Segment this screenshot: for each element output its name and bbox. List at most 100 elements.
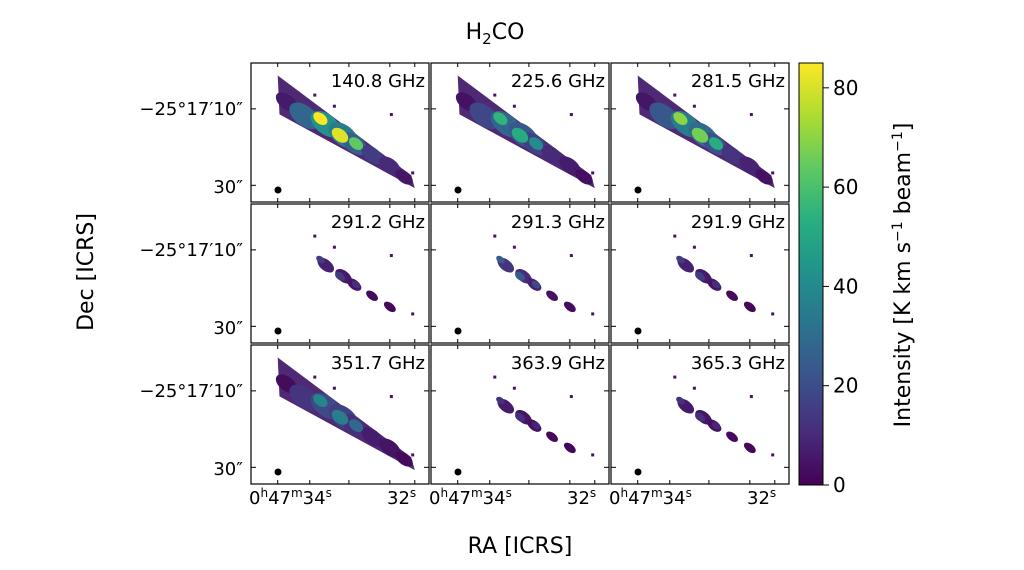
emission-peak bbox=[493, 112, 508, 126]
panel-frame bbox=[610, 344, 790, 485]
map-panel bbox=[313, 234, 415, 316]
emission-speck bbox=[591, 312, 595, 316]
emission-peak bbox=[511, 127, 529, 143]
emission-blob bbox=[563, 301, 576, 313]
emission-speck bbox=[389, 254, 393, 258]
panel-frame bbox=[430, 62, 610, 203]
emission-blob bbox=[379, 438, 401, 458]
emission-blob bbox=[559, 156, 581, 176]
emission-peak bbox=[708, 137, 724, 151]
panel-frequency-label: 291.9 GHz bbox=[691, 212, 785, 233]
colorbar: 0 20 40 60 80 Intensity [K km s−1 beam−1] bbox=[798, 62, 916, 497]
x-axis-label: RA [ICRS] bbox=[468, 534, 573, 559]
panel-frame bbox=[430, 344, 610, 485]
emission-peak bbox=[515, 271, 525, 281]
x-tick-label: 0h47m34s bbox=[429, 486, 512, 509]
emission-peak bbox=[351, 280, 361, 289]
emission-speck bbox=[771, 171, 775, 175]
map-panel bbox=[455, 75, 595, 189]
emission-speck bbox=[512, 104, 516, 108]
colorbar-tick-label: 20 bbox=[833, 374, 858, 398]
y-axis-label: Dec [ICRS] bbox=[74, 213, 99, 331]
emission-blob bbox=[743, 442, 756, 454]
colorbar-tick-label: 40 bbox=[833, 274, 858, 298]
emission-blob bbox=[366, 290, 378, 301]
emission-speck bbox=[389, 395, 393, 399]
beam-marker bbox=[454, 468, 462, 476]
emission-speck bbox=[313, 375, 317, 379]
map-panel bbox=[493, 234, 595, 316]
emission-blob bbox=[739, 156, 761, 176]
emission-blob bbox=[563, 442, 576, 454]
map-panel bbox=[673, 375, 775, 457]
panel-frame bbox=[250, 344, 430, 485]
beam-marker bbox=[454, 327, 462, 335]
emission-speck bbox=[313, 93, 317, 97]
emission-peak bbox=[331, 127, 349, 143]
panel-frequency-label: 365.3 GHz bbox=[691, 353, 785, 374]
emission-peak bbox=[335, 271, 345, 281]
y-tick-label: −25°17′10″ bbox=[139, 99, 243, 120]
map-panel bbox=[673, 234, 775, 316]
panel-frame bbox=[250, 62, 430, 203]
emission-blob bbox=[541, 145, 563, 165]
emission-blob bbox=[575, 169, 593, 185]
emission-speck bbox=[569, 395, 573, 399]
emission-speck bbox=[692, 386, 696, 390]
emission-peak bbox=[348, 419, 364, 433]
emission-speck bbox=[569, 113, 573, 117]
colorbar-label: Intensity [K km s−1 beam−1] bbox=[890, 123, 916, 428]
emission-speck bbox=[591, 453, 595, 457]
panel-frequency-label: 291.2 GHz bbox=[331, 212, 425, 233]
emission-speck bbox=[411, 312, 415, 316]
panel-frequency-label: 225.6 GHz bbox=[511, 71, 605, 92]
emission-peak bbox=[676, 396, 685, 405]
x-tick-label: 0h47m34s bbox=[249, 486, 332, 509]
emission-blob bbox=[379, 156, 401, 176]
emission-speck bbox=[332, 386, 336, 390]
emission-speck bbox=[512, 245, 516, 249]
emission-speck bbox=[771, 312, 775, 316]
emission-speck bbox=[749, 113, 753, 117]
panel-frequency-label: 140.8 GHz bbox=[331, 71, 425, 92]
emission-peak bbox=[331, 409, 349, 425]
emission-peak bbox=[496, 396, 505, 405]
emission-speck bbox=[332, 104, 336, 108]
emission-blob bbox=[361, 145, 383, 165]
emission-blob bbox=[726, 290, 738, 301]
emission-speck bbox=[332, 245, 336, 249]
y-tick-label: −25°17′10″ bbox=[139, 381, 243, 402]
y-tick-label: 30″ bbox=[213, 318, 243, 339]
emission-blob bbox=[383, 301, 396, 313]
emission-blob bbox=[395, 451, 413, 467]
beam-marker bbox=[274, 327, 282, 335]
emission-blob bbox=[546, 431, 558, 442]
emission-peak bbox=[691, 127, 709, 143]
emission-blob bbox=[755, 169, 773, 185]
emission-peak bbox=[711, 421, 721, 430]
panel-frame bbox=[430, 203, 610, 344]
beam-marker bbox=[274, 468, 282, 476]
emission-speck bbox=[749, 395, 753, 399]
emission-peak bbox=[528, 137, 544, 151]
emission-blob bbox=[726, 431, 738, 442]
colorbar-tick-label: 0 bbox=[833, 473, 846, 497]
panel-frame bbox=[610, 203, 790, 344]
emission-peak bbox=[673, 112, 688, 126]
emission-peak bbox=[711, 280, 721, 289]
emission-speck bbox=[512, 386, 516, 390]
emission-speck bbox=[493, 234, 497, 238]
chart-title: H2CO bbox=[466, 20, 525, 48]
emission-blob bbox=[546, 290, 558, 301]
emission-speck bbox=[591, 171, 595, 175]
map-panel bbox=[635, 75, 775, 189]
x-tick-label: 32s bbox=[567, 486, 596, 509]
map-panel bbox=[275, 75, 415, 189]
beam-marker bbox=[274, 186, 282, 194]
emission-speck bbox=[569, 254, 573, 258]
emission-blob bbox=[395, 169, 413, 185]
beam-marker bbox=[634, 327, 642, 335]
panel-frame bbox=[250, 203, 430, 344]
emission-peak bbox=[531, 280, 541, 289]
